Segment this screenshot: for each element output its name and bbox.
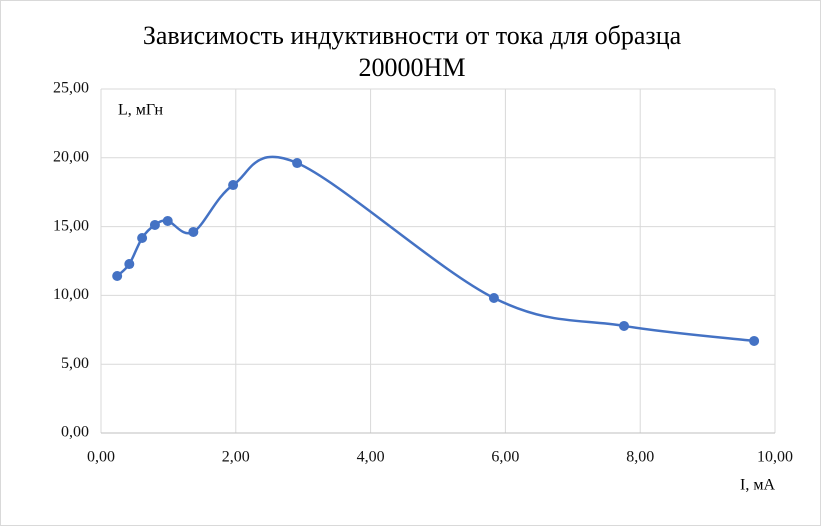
x-tick-label: 6,00 xyxy=(491,449,519,466)
data-point xyxy=(149,219,160,230)
data-point xyxy=(162,215,173,226)
chart-title: 20000НМ xyxy=(359,53,466,82)
y-axis-title: L, мГн xyxy=(118,102,164,119)
x-tick-label: 8,00 xyxy=(626,449,654,466)
x-tick-label: 0,00 xyxy=(87,449,115,466)
x-axis-title: I, мА xyxy=(740,477,775,494)
y-tick-label: 25,00 xyxy=(53,80,89,97)
x-tick-label: 10,00 xyxy=(757,449,793,466)
data-point xyxy=(292,158,303,169)
y-tick-label: 5,00 xyxy=(61,355,89,372)
data-point xyxy=(488,293,499,304)
data-point xyxy=(619,320,630,331)
x-tick-label: 4,00 xyxy=(357,449,385,466)
data-point xyxy=(188,226,199,237)
data-point xyxy=(749,335,760,346)
y-tick-label: 10,00 xyxy=(53,286,89,303)
data-point xyxy=(112,270,123,281)
data-point xyxy=(124,259,135,270)
data-point xyxy=(228,180,239,191)
x-tick-label: 2,00 xyxy=(222,449,250,466)
y-tick-label: 0,00 xyxy=(61,424,89,441)
y-tick-label: 20,00 xyxy=(53,148,89,165)
data-point xyxy=(137,233,148,244)
chart-title: Зависимость индуктивности от тока для об… xyxy=(143,21,682,50)
y-tick-label: 15,00 xyxy=(53,217,89,234)
